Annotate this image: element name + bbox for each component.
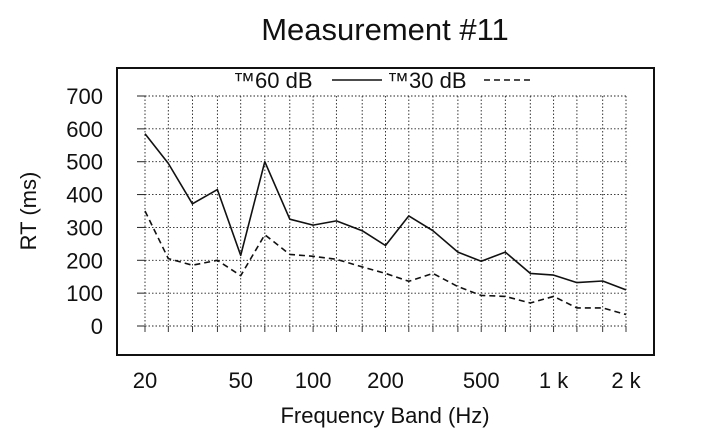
y-tick-label: 300 xyxy=(66,215,103,240)
y-tick-label: 400 xyxy=(66,183,103,208)
y-tick-labels: 0 100 200 300 400 500 600 700 xyxy=(66,84,103,339)
legend-label-series-2: ™30 dB xyxy=(387,68,467,93)
y-tick-label: 500 xyxy=(66,150,103,175)
legend: ™60 dB ™30 dB xyxy=(228,68,540,93)
x-tick-label: 200 xyxy=(367,368,404,393)
y-tick-label: 0 xyxy=(91,314,103,339)
series-lines xyxy=(144,133,627,316)
y-tick-label: 200 xyxy=(66,248,103,273)
series-line-1 xyxy=(144,133,627,291)
y-axis-label: RT (ms) xyxy=(16,172,41,251)
y-tick-label: 100 xyxy=(66,281,103,306)
x-axis-label: Frequency Band (Hz) xyxy=(280,403,489,428)
y-tick-label: 700 xyxy=(66,84,103,109)
grid xyxy=(137,95,627,332)
x-tick-labels: 20 50 100 200 500 1 k 2 k xyxy=(133,368,642,393)
x-tick-label: 2 k xyxy=(611,368,641,393)
x-tick-label: 20 xyxy=(133,368,157,393)
legend-background xyxy=(228,69,540,93)
x-tick-label: 1 k xyxy=(539,368,569,393)
x-tick-label: 500 xyxy=(463,368,500,393)
y-tick-label: 600 xyxy=(66,117,103,142)
legend-label-series-1: ™60 dB xyxy=(233,68,313,93)
chart-title: Measurement #11 xyxy=(261,12,509,47)
series-line-2 xyxy=(144,210,627,316)
x-tick-label: 50 xyxy=(228,368,252,393)
plot-frame xyxy=(116,67,655,356)
x-tick-label: 100 xyxy=(295,368,332,393)
